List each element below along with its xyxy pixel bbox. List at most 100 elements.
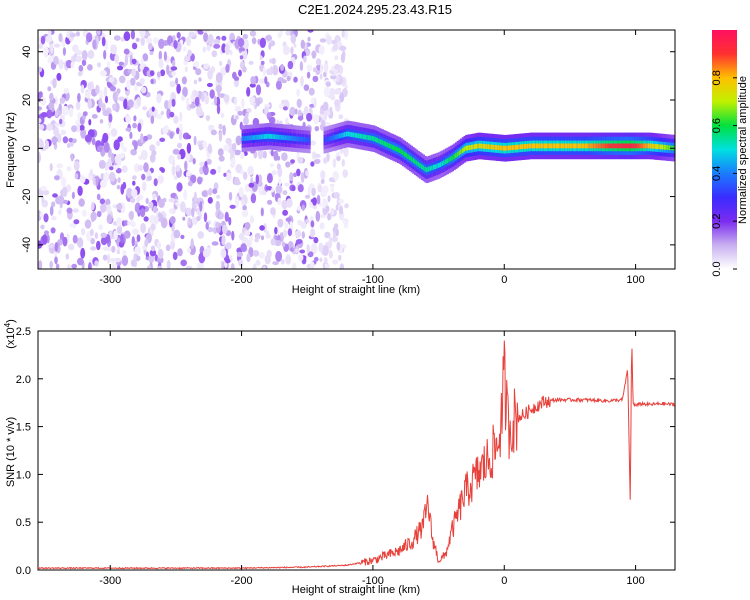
colorbar-tick-label: 0.6: [711, 118, 723, 133]
noise-speckle: [149, 214, 156, 224]
ridge-segment: [562, 143, 565, 149]
noise-speckle: [203, 212, 208, 223]
noise-speckle: [251, 37, 257, 45]
noise-speckle: [239, 151, 245, 160]
noise-speckle: [50, 227, 56, 234]
noise-speckle: [300, 76, 304, 87]
ridge-segment: [665, 145, 668, 150]
ridge-segment: [571, 143, 574, 149]
noise-speckle: [263, 223, 267, 233]
noise-speckle: [157, 175, 164, 184]
noise-speckle: [169, 111, 175, 118]
noise-speckle: [330, 184, 335, 194]
noise-speckle: [223, 94, 230, 103]
noise-speckle: [52, 78, 57, 89]
noise-speckle: [197, 231, 204, 239]
noise-speckle: [209, 124, 214, 130]
noise-speckle: [343, 220, 348, 229]
ridge-segment: [451, 155, 454, 161]
noise-speckle: [335, 204, 339, 211]
ridge-segment: [381, 140, 384, 145]
noise-speckle: [134, 202, 141, 213]
noise-speckle: [63, 87, 70, 94]
noise-speckle: [217, 165, 222, 173]
noise-speckle: [156, 241, 161, 250]
noise-speckle: [255, 97, 261, 107]
ridge-segment: [519, 144, 523, 150]
noise-speckle: [53, 55, 59, 65]
noise-speckle: [320, 170, 326, 180]
noise-speckle: [341, 159, 345, 167]
noise-speckle: [126, 187, 133, 199]
noise-speckle: [157, 212, 162, 219]
ridge-segment: [332, 135, 335, 141]
ridge-segment: [397, 147, 400, 153]
noise-speckle: [342, 169, 349, 178]
ridge-segment: [559, 143, 562, 149]
ridge-segment: [337, 134, 340, 139]
ridge-segment: [359, 133, 362, 139]
noise-speckle: [81, 209, 87, 217]
noise-speckle: [334, 88, 342, 95]
snr-panel: -300 -200 -100 0 100 0.0 0.5 1.0 1.5 2.0 2.5 Heig…: [3, 319, 676, 596]
noise-speckle: [44, 140, 50, 150]
ridge-segment: [270, 134, 273, 139]
noise-speckle: [237, 259, 244, 267]
noise-speckle: [314, 126, 320, 132]
noise-speckle: [215, 221, 220, 229]
noise-speckle: [67, 142, 71, 148]
noise-speckle: [114, 54, 120, 64]
noise-speckle: [130, 149, 137, 156]
noise-speckle: [62, 136, 69, 144]
ridge-segment: [456, 151, 460, 157]
ridge-segment: [284, 135, 287, 141]
noise-speckle: [190, 174, 197, 184]
noise-speckle: [115, 167, 122, 174]
ridge-segment: [296, 136, 299, 142]
noise-speckle: [54, 256, 58, 265]
noise-speckle: [211, 50, 218, 58]
noise-speckle: [158, 38, 165, 49]
colorbar-gradient: [712, 30, 737, 269]
noise-speckle: [286, 75, 291, 82]
y-tick-label: 0: [21, 145, 33, 151]
noise-speckle: [187, 247, 192, 254]
noise-speckle: [113, 35, 121, 41]
noise-speckle: [294, 108, 298, 115]
noise-speckle: [239, 55, 244, 60]
noise-speckle: [169, 131, 174, 139]
noise-speckle: [144, 238, 149, 247]
noise-speckle: [187, 181, 193, 187]
noise-speckle: [114, 164, 118, 170]
noise-speckle: [66, 207, 73, 214]
noise-speckle: [80, 228, 86, 236]
noise-speckle: [310, 228, 315, 238]
noise-speckle: [109, 166, 114, 171]
ridge-segment: [514, 144, 518, 150]
ridge-segment: [467, 145, 470, 151]
noise-speckle: [324, 231, 331, 239]
ridge-segment: [564, 143, 567, 149]
noise-speckle: [293, 76, 298, 83]
ridge-segment: [513, 145, 516, 150]
noise-speckle: [103, 141, 110, 153]
noise-speckle: [78, 124, 85, 131]
ridge-segment: [598, 143, 601, 149]
noise-speckle: [42, 234, 48, 245]
noise-speckle: [77, 257, 84, 266]
ridge-segment: [632, 143, 635, 149]
ridge-segment: [600, 143, 603, 149]
noise-speckle: [181, 95, 186, 101]
ridge-segment: [326, 136, 330, 142]
noise-speckle: [225, 258, 231, 264]
noise-speckle: [338, 254, 342, 261]
noise-speckle: [330, 95, 336, 101]
ridge-segment: [653, 143, 656, 149]
ridge-segment: [301, 136, 304, 142]
noise-speckle: [203, 32, 209, 43]
noise-speckle: [100, 236, 108, 246]
noise-speckle: [194, 96, 200, 107]
noise-speckle: [332, 158, 337, 168]
x-tick-label: -200: [231, 274, 253, 286]
noise-speckle: [69, 223, 75, 228]
